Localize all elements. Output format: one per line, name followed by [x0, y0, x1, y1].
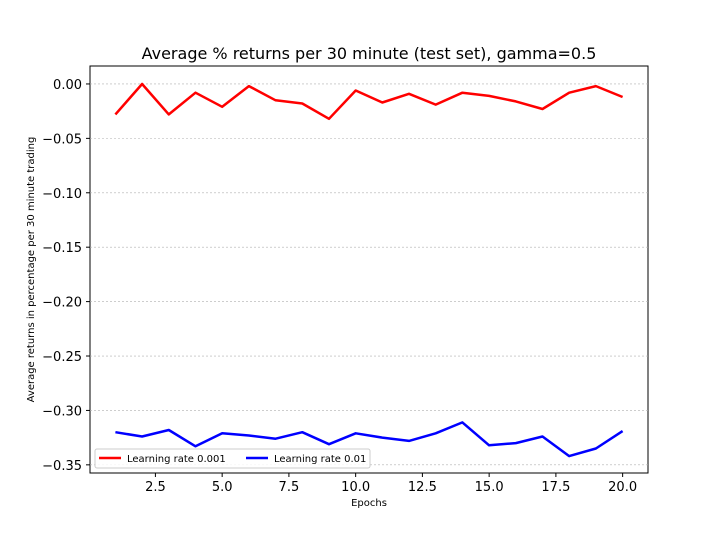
y-tick-label: −0.35 — [42, 459, 82, 474]
y-axis-label: Average returns in percentage per 30 min… — [26, 137, 37, 403]
y-axis-ticks: 0.00 −0.05 −0.10 −0.15 −0.20 −0.25 −0.30 −0.35 — [42, 78, 90, 474]
x-axis-label: Epochs — [351, 498, 387, 509]
x-tick-label: 15.0 — [475, 480, 504, 495]
x-tick-label: 5.0 — [212, 480, 233, 495]
x-tick-label: 17.5 — [541, 480, 570, 495]
x-tick-label: 20.0 — [608, 480, 637, 495]
y-tick-label: −0.05 — [42, 132, 82, 147]
x-tick-label: 12.5 — [408, 480, 437, 495]
grid-lines — [90, 83, 648, 466]
x-tick-label: 10.0 — [341, 480, 370, 495]
legend-label-series-1: Learning rate 0.001 — [127, 454, 226, 465]
series-lines — [114, 82, 624, 458]
x-tick-label: 7.5 — [279, 480, 300, 495]
series-line-1 — [114, 82, 624, 121]
y-tick-label: −0.25 — [42, 350, 82, 365]
y-tick-label: −0.30 — [42, 404, 82, 419]
y-tick-label: −0.20 — [42, 296, 82, 311]
series-line-2 — [115, 421, 624, 458]
chart-title: Average % returns per 30 minute (test se… — [142, 44, 597, 63]
plot-area-frame — [89, 65, 649, 474]
x-axis-ticks: 2.5 5.0 7.5 10.0 12.5 15.0 17.5 20.0 — [145, 473, 637, 495]
legend-box — [94, 448, 371, 469]
legend-label-series-2: Learning rate 0.01 — [274, 454, 366, 465]
y-tick-label: −0.15 — [42, 241, 82, 256]
y-tick-label: 0.00 — [53, 78, 82, 93]
y-tick-label: −0.10 — [42, 187, 82, 202]
x-tick-label: 2.5 — [145, 480, 166, 495]
chart-legend: Learning rate 0.001 Learning rate 0.01 — [94, 448, 371, 469]
